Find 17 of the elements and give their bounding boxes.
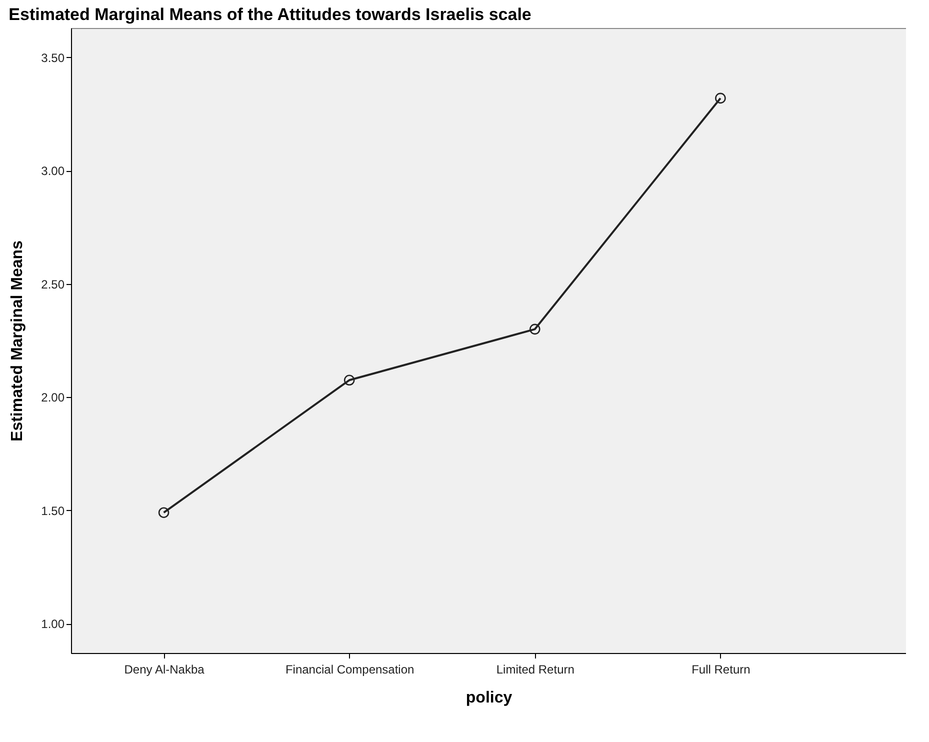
point	[158, 507, 170, 518]
chart-title: Estimated Marginal Means of the Attitudes towards Israelis scale	[8, 5, 532, 24]
point	[529, 324, 540, 335]
y-tick-label: 3.50	[41, 50, 65, 65]
y-tick-label: 2.50	[41, 277, 65, 292]
x-axis-title: policy	[466, 690, 512, 706]
x-tick-label: Financial Compensation	[285, 662, 414, 676]
y-axis-title: Estimated Marginal Means	[9, 240, 26, 442]
point	[715, 92, 726, 104]
y-tick-label: 3.00	[41, 164, 65, 178]
y-tick-label: 1.00	[41, 617, 65, 632]
x-tick-label: Limited Return	[496, 662, 574, 676]
x-tick-label: Deny Al-Nakba	[124, 662, 205, 676]
y-tick-label: 2.00	[41, 390, 65, 405]
x-tick-label: Full Return	[692, 662, 750, 676]
point	[344, 374, 355, 386]
y-tick-label: 1.50	[41, 504, 65, 518]
